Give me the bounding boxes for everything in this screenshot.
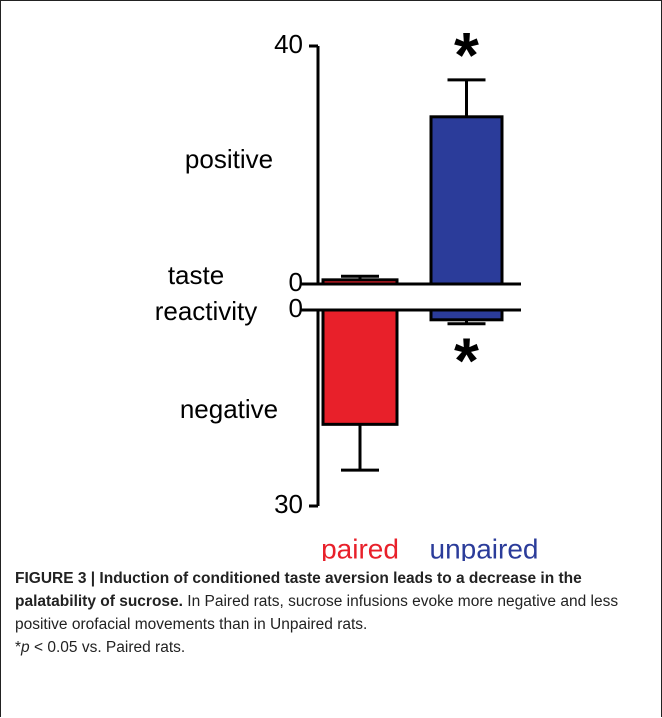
caption-title: FIGURE 3 | Induction of conditioned tast… bbox=[15, 570, 582, 610]
significance-marker: * bbox=[454, 325, 479, 397]
y-axis-label: taste bbox=[168, 260, 224, 290]
category-label: paired bbox=[321, 533, 399, 561]
footnote-text: < 0.05 vs. Paired rats. bbox=[33, 639, 186, 656]
footnote-symbol: p bbox=[21, 639, 30, 656]
panel-label: positive bbox=[185, 144, 273, 174]
y-tick-label: 30 bbox=[274, 489, 303, 519]
bar bbox=[429, 308, 504, 322]
category-label: unpaired bbox=[430, 533, 539, 561]
y-axis-label: reactivity bbox=[155, 296, 258, 326]
y-tick-label: 0 bbox=[289, 267, 303, 297]
bar bbox=[321, 278, 399, 286]
footnote-mark: * bbox=[15, 639, 22, 656]
chart: 0 40 positive * 0 30 negative * taste reactivity p… bbox=[155, 19, 539, 561]
bar bbox=[429, 115, 504, 286]
bar bbox=[321, 308, 399, 426]
y-tick-label: 40 bbox=[274, 29, 303, 59]
y-tick-label: 0 bbox=[289, 293, 303, 323]
significance-marker: * bbox=[454, 19, 479, 91]
caption: FIGURE 3 | Induction of conditioned tast… bbox=[15, 567, 655, 659]
panel-label: negative bbox=[180, 394, 278, 424]
caption-text: In Paired rats, sucrose infusions evoke … bbox=[15, 593, 619, 633]
